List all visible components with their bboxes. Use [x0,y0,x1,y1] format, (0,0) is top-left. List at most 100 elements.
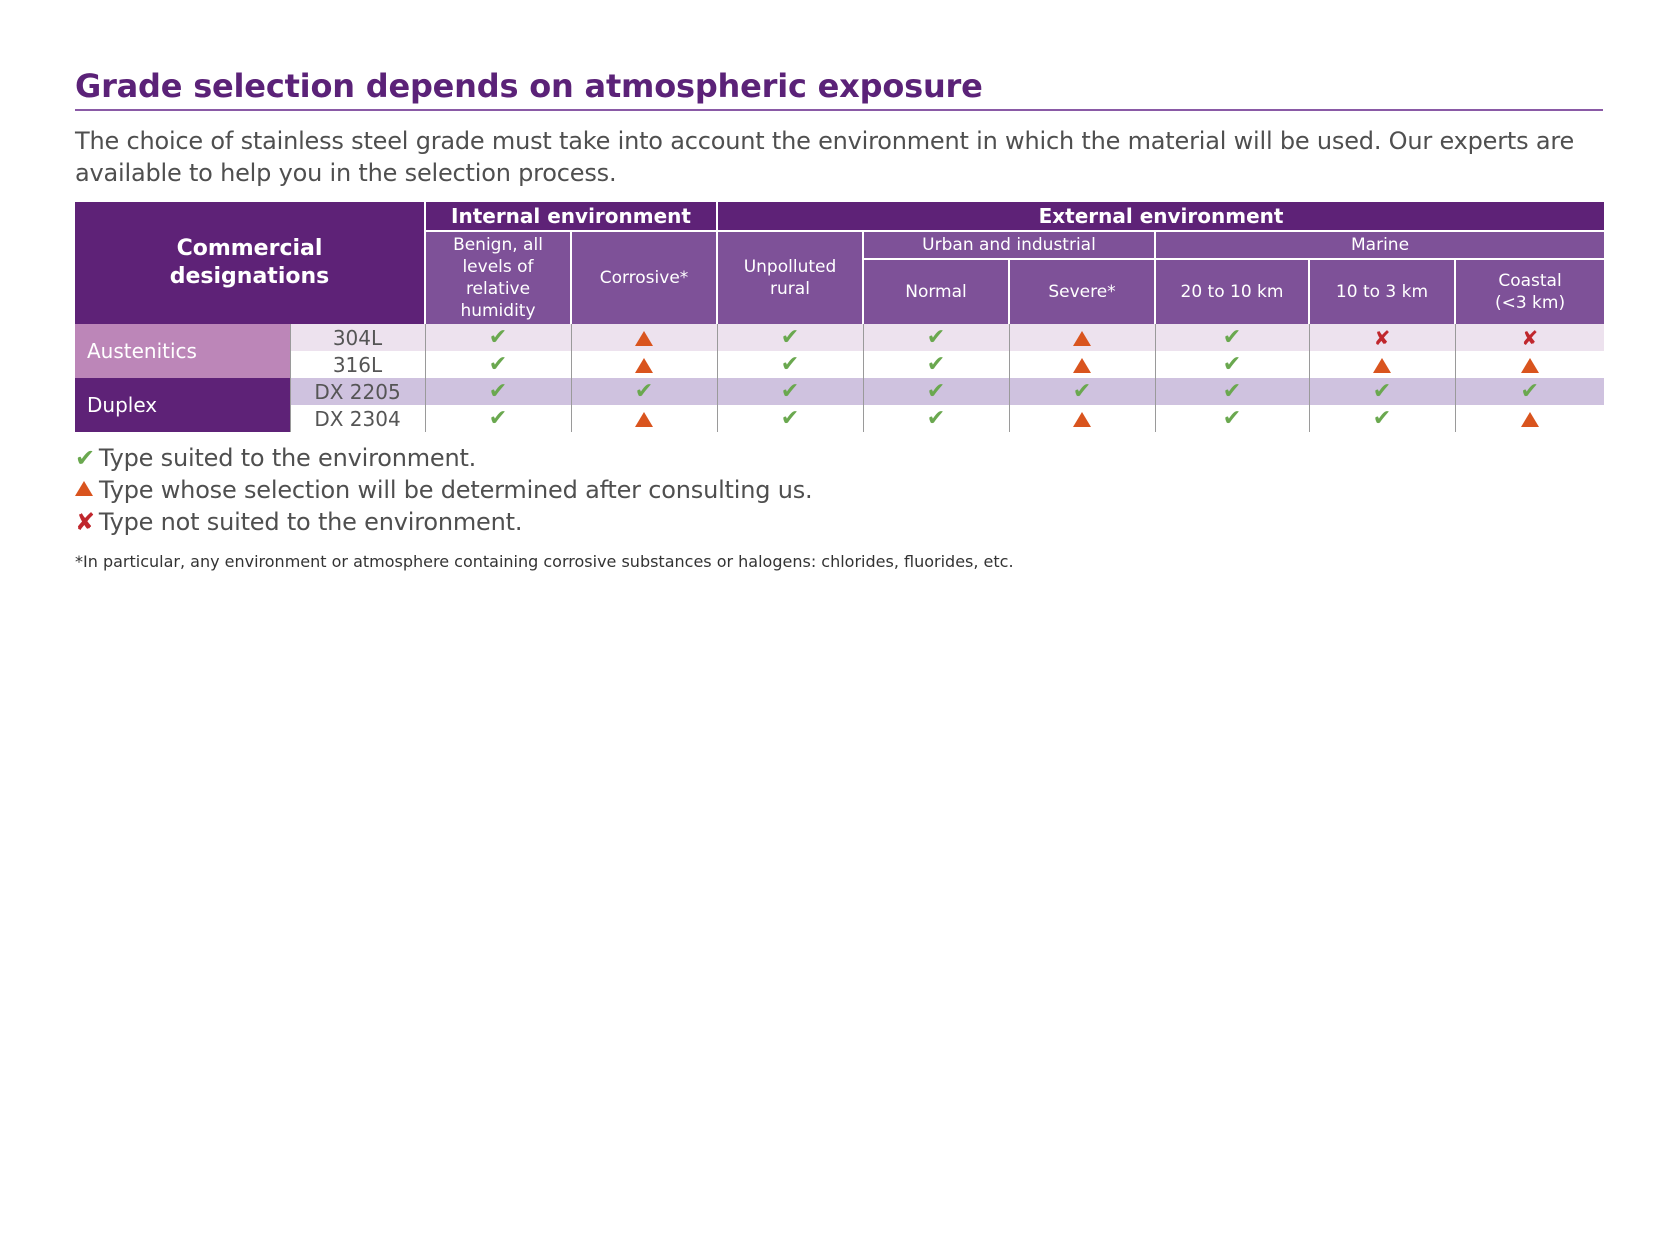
commercial-designations-header: Commercial designations [75,202,425,324]
cross-icon: ✘ [1521,325,1539,350]
rating-cell [1008,324,1155,351]
rating-cell: ✔ [424,405,571,432]
check-icon: ✔ [1222,325,1242,350]
commercial-designations-label: Commercial designations [169,236,330,289]
rating-cell [1454,351,1605,378]
rating-cell [1008,405,1155,432]
grade-name: DX 2205 [289,378,425,405]
check-icon: ✔ [488,406,508,431]
marine-header: Marine [1153,231,1605,260]
rating-cell [570,324,717,351]
table-row: 316L ✔ ✔ ✔ ✔ [75,351,1605,378]
page-title: Grade selection depends on atmospheric e… [75,66,1603,111]
check-icon: ✔ [1372,379,1392,404]
rating-cell [1454,405,1605,432]
rating-cell: ✔ [1154,378,1309,405]
rating-cell: ✔ [424,351,571,378]
table-row: DX 2304 ✔ ✔ ✔ ✔ ✔ [75,405,1605,432]
check-icon: ✔ [1372,406,1392,431]
warning-triangle-icon [1073,358,1091,373]
legend-not-suited-text: Type not suited to the environment. [98,508,523,536]
warning-triangle-icon [635,331,653,346]
col-unpolluted-rural-label: Unpolluted rural [743,257,837,299]
rating-cell: ✔ [862,405,1009,432]
rating-cell: ✔ [716,351,863,378]
grade-name: 304L [289,324,425,351]
rating-cell: ✘ [1308,324,1455,351]
family-duplex: Duplex [75,378,290,432]
check-icon: ✔ [1222,406,1242,431]
warning-triangle-icon [1073,331,1091,346]
rating-cell: ✔ [1308,405,1455,432]
intro-paragraph: The choice of stainless steel grade must… [75,127,1575,187]
col-severe-header: Severe* [1008,259,1155,324]
rating-cell: ✔ [716,378,863,405]
rating-cell: ✔ [1008,378,1155,405]
grade-selection-table: Commercial designations Internal environ… [75,202,1605,432]
internal-environment-header: Internal environment [424,202,717,232]
check-icon: ✔ [926,379,946,404]
check-icon: ✔ [1520,379,1539,404]
check-icon: ✔ [1222,352,1242,377]
legend: ✔ Type suited to the environment. Type wh… [75,442,1603,538]
check-icon: ✔ [634,379,654,404]
rating-cell [570,405,717,432]
legend-not-suited: ✘ Type not suited to the environment. [75,506,1603,538]
rating-cell: ✔ [1308,378,1455,405]
table-body: Austenitics 304L ✔ ✔ ✔ ✔ ✘ ✘ 316L ✔ ✔ ✔ ✔ Duplex DX 22… [75,324,1605,432]
rating-cell: ✔ [1154,405,1309,432]
rating-cell: ✔ [716,324,863,351]
check-icon: ✔ [75,444,95,472]
page: Grade selection depends on atmospheric e… [75,66,1605,571]
legend-suited: ✔ Type suited to the environment. [75,442,1603,474]
legend-suited-text: Type suited to the environment. [98,444,477,472]
grade-name: DX 2304 [289,405,425,432]
grade-name: 316L [289,351,425,378]
check-icon: ✔ [926,352,946,377]
rating-cell: ✔ [424,324,571,351]
warning-triangle-icon [635,358,653,373]
rating-cell [1008,351,1155,378]
rating-cell: ✔ [862,378,1009,405]
warning-triangle-icon [1520,412,1539,427]
check-icon: ✔ [780,406,800,431]
rating-cell: ✔ [716,405,863,432]
cross-icon: ✘ [1373,325,1391,350]
cross-icon: ✘ [75,508,95,536]
check-icon: ✔ [488,352,508,377]
check-icon: ✔ [1072,379,1092,404]
rating-cell [1308,351,1455,378]
rating-cell: ✔ [862,324,1009,351]
rating-cell: ✔ [424,378,571,405]
check-icon: ✔ [780,379,800,404]
rating-cell: ✘ [1454,324,1605,351]
table-row: Duplex DX 2205 ✔ ✔ ✔ ✔ ✔ ✔ ✔ ✔ [75,378,1605,432]
legend-consult-text: Type whose selection will be determined … [99,476,813,504]
footnote: *In particular, any environment or atmos… [75,552,1014,571]
col-benign-label: Benign, all levels of relative humidity [453,235,543,321]
table-row: Austenitics 304L ✔ ✔ ✔ ✔ ✘ ✘ [75,324,1605,378]
col-coastal-header: Coastal (<3 km) [1453,259,1605,324]
col-10-to-3-km-header: 10 to 3 km [1308,259,1455,324]
check-icon: ✔ [780,325,800,350]
col-normal-header: Normal [862,259,1009,324]
rating-cell: ✔ [1454,378,1605,405]
rating-cell: ✔ [1154,351,1309,378]
urban-industrial-header: Urban and industrial [862,231,1155,260]
col-coastal-label: Coastal (<3 km) [1494,271,1566,313]
legend-consult: Type whose selection will be determined … [75,474,1603,506]
family-austenitics: Austenitics [75,324,290,378]
rating-cell: ✔ [862,351,1009,378]
rating-cell [570,351,717,378]
warning-triangle-icon [635,412,653,427]
warning-triangle-icon [1373,358,1391,373]
warning-triangle-icon [75,480,93,496]
check-icon: ✔ [926,406,946,431]
warning-triangle-icon [1073,412,1091,427]
col-20-to-10-km-header: 20 to 10 km [1154,259,1309,324]
col-benign-header: Benign, all levels of relative humidity [424,231,571,324]
check-icon: ✔ [1222,379,1242,404]
check-icon: ✔ [488,325,508,350]
rating-cell: ✔ [1154,324,1309,351]
warning-triangle-icon [1520,358,1539,373]
